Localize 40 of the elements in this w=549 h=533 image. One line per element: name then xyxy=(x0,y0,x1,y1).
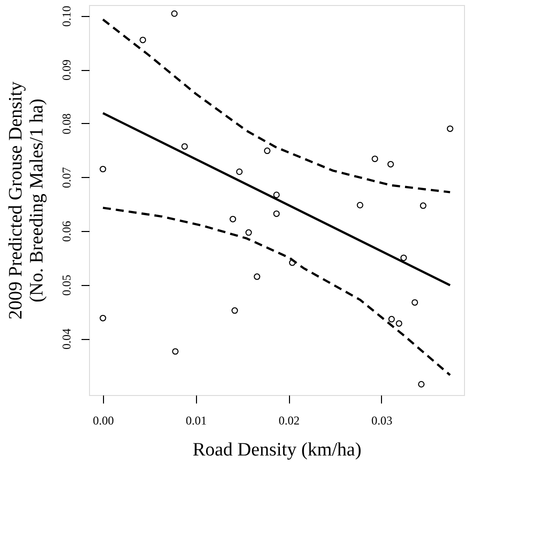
x-tick-label: 0.02 xyxy=(278,414,300,428)
x-tick-label: 0.03 xyxy=(371,414,392,428)
y-tick-label: 0.04 xyxy=(60,328,74,350)
point xyxy=(100,166,106,172)
point xyxy=(400,254,407,262)
point xyxy=(171,10,178,17)
point xyxy=(273,210,280,217)
y-axis-title: 2009 Predicted Grouse Density (No. Breeding Males/1 ha) xyxy=(6,81,48,320)
line-series xyxy=(102,18,452,194)
point xyxy=(396,320,402,327)
x-tick-label: 0.01 xyxy=(186,414,207,428)
x-axis-title: Road Density (km/ha) xyxy=(192,440,362,460)
point xyxy=(140,36,146,44)
point xyxy=(264,148,270,154)
point xyxy=(231,307,238,314)
point xyxy=(420,202,426,209)
point xyxy=(289,259,296,266)
point xyxy=(236,168,243,175)
point xyxy=(254,273,260,280)
point xyxy=(356,202,364,208)
point xyxy=(273,192,280,198)
point xyxy=(230,216,236,222)
x-tick-label: 0.00 xyxy=(92,414,114,428)
y-tick-label: 0.07 xyxy=(60,167,74,188)
point xyxy=(446,125,454,132)
point xyxy=(418,381,425,388)
point xyxy=(100,314,106,322)
y-tick-label: 0.10 xyxy=(60,6,74,27)
point xyxy=(387,160,394,168)
y-tick-label: 0.08 xyxy=(60,113,74,134)
point xyxy=(245,229,252,236)
line-series xyxy=(102,206,452,376)
y-tick-label: 0.09 xyxy=(60,60,74,81)
point xyxy=(181,143,188,150)
point xyxy=(388,316,395,322)
y-tick-label: 0.06 xyxy=(60,220,74,242)
point xyxy=(172,348,179,355)
y-tick-label: 0.05 xyxy=(60,274,74,296)
point xyxy=(412,299,418,306)
point xyxy=(372,156,378,162)
